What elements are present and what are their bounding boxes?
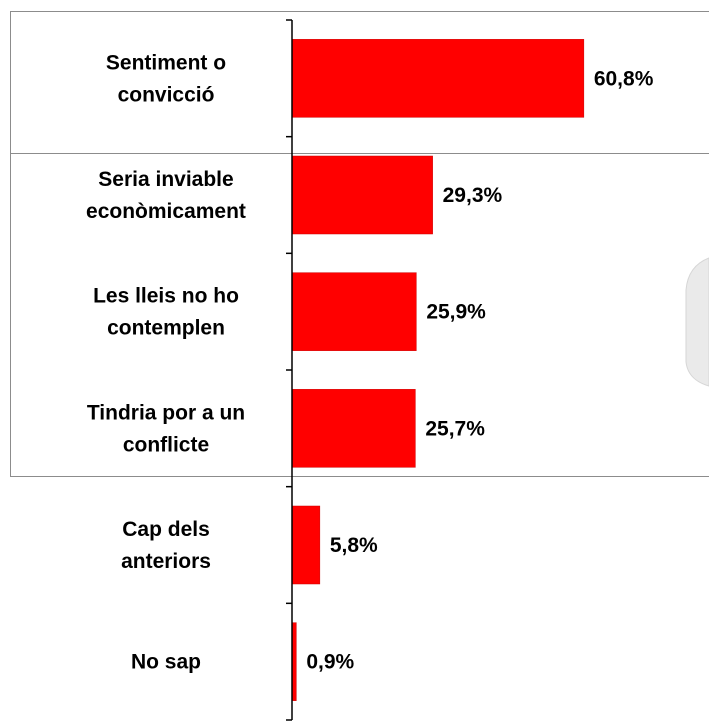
value-label-3: 25,7% [425,417,485,440]
category-label-line: Tindria por a un [87,401,245,424]
category-label-line: contemplen [107,317,225,340]
category-label-line: conflicte [123,433,209,456]
bar-2 [291,272,417,351]
category-label-1: Seria inviable econòmicament [86,168,246,223]
bar-4 [291,505,321,585]
value-label-5: 0,9% [306,651,354,674]
decorative-shape [685,257,709,387]
value-label-2: 25,9% [426,301,486,324]
category-label-line: convicció [118,83,215,106]
bar-1 [291,155,433,235]
bar-3 [291,389,416,468]
category-label-0: Sentiment o convicció [106,51,226,106]
highlight-frame-middle [10,153,709,477]
value-label-4: 5,8% [330,534,378,557]
category-label-3: Tindria por a un conflicte [87,401,245,456]
value-label-1: 29,3% [443,184,503,207]
bar-0 [291,39,585,118]
category-label-line: Seria inviable [98,168,233,191]
value-label-0: 60,8% [594,67,654,90]
category-label-line: anteriors [121,550,211,573]
category-label-5: No sap [131,651,201,674]
category-label-line: Cap dels [122,518,210,541]
category-label-2: Les lleis no ho contemplen [93,285,239,340]
category-label-line: Les lleis no ho [93,285,239,308]
category-label-line: econòmicament [86,200,246,223]
category-label-line: Sentiment o [106,51,226,74]
category-label-line: No sap [131,651,201,674]
category-label-4: Cap dels anteriors [121,518,211,573]
